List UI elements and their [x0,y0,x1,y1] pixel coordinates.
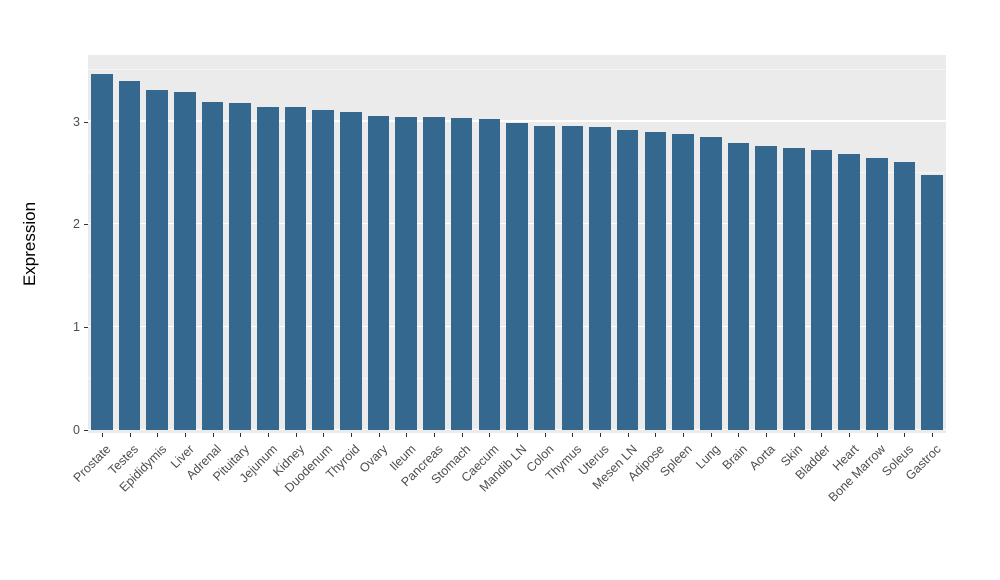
x-tick-mark [572,433,574,437]
x-tick-label: Aorta [746,442,779,474]
x-tick-mark [267,433,269,437]
x-tick-mark [876,433,878,437]
bar [644,132,667,430]
bar [201,102,224,430]
y-tick-mark [84,327,88,329]
y-tick-mark [84,429,88,431]
bar [506,122,528,430]
bar [312,110,335,430]
bar [699,137,722,430]
bar [727,143,750,430]
y-tick-label: 3 [73,114,80,129]
y-tick-mark [84,224,88,226]
chart-panel [88,55,946,433]
x-tick-label: Lung [693,442,723,472]
x-tick-mark [378,433,380,437]
x-tick-mark [433,433,435,437]
bar [755,146,777,430]
x-tick-mark [932,433,934,437]
x-tick-label: Brain [719,442,751,473]
x-tick-mark [710,433,712,437]
bar [91,73,113,430]
x-tick-mark [627,433,629,437]
bar [174,91,196,430]
bar [893,161,916,430]
x-tick-label: Ovary [357,442,391,476]
bar [423,116,445,430]
y-tick-label: 1 [73,320,80,335]
bar [866,157,888,430]
gridline-minor [88,69,946,71]
x-tick-mark [738,433,740,437]
y-tick-label: 2 [73,217,80,232]
x-tick-mark [655,433,657,437]
bar [340,111,362,430]
bar [478,118,501,430]
x-tick-mark [295,433,297,437]
bar [284,107,307,430]
bar [616,130,639,430]
x-tick-mark [406,433,408,437]
x-tick-mark [683,433,685,437]
y-tick-label: 0 [73,422,80,437]
bar [118,80,141,430]
bar [561,125,584,430]
bar [229,103,251,430]
y-tick-mark [84,121,88,123]
x-tick-mark [323,433,325,437]
bar [450,117,473,430]
bar [921,175,943,430]
y-axis-title: Expression [20,201,39,287]
bar [257,107,279,430]
bar [810,149,833,430]
bar [367,115,390,430]
x-tick-mark [350,433,352,437]
bar [395,116,418,430]
x-tick-mark [101,433,103,437]
bar [838,153,860,430]
x-tick-mark [212,433,214,437]
x-tick-mark [766,433,768,437]
x-tick-mark [517,433,518,437]
x-tick-mark [904,433,906,437]
x-tick-mark [821,433,823,437]
bar [146,89,168,430]
x-tick-mark [489,433,491,437]
x-tick-mark [157,433,159,437]
x-tick-mark [240,433,242,437]
x-tick-mark [849,433,851,437]
x-tick-mark [793,433,795,437]
x-tick-mark [544,433,546,437]
x-tick-mark [600,433,602,437]
bar [533,125,556,430]
bar [589,126,611,430]
x-tick-mark [461,433,463,437]
x-tick-mark [129,433,131,437]
bar [782,148,805,430]
x-tick-label: Prostate [70,442,114,485]
gridline-major [88,120,946,122]
x-tick-mark [184,433,186,437]
bar [672,134,694,430]
